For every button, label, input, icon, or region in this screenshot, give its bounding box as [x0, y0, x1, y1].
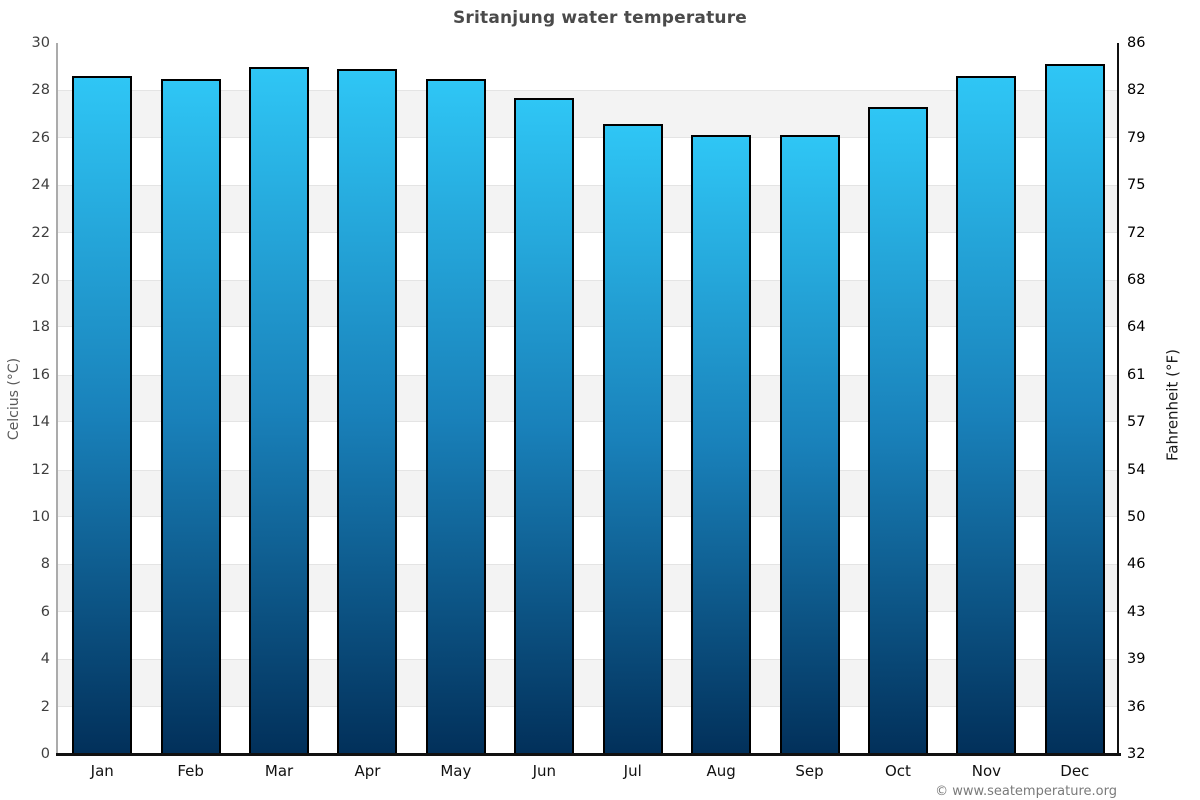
y-tick-right-72: 72	[1127, 224, 1146, 241]
y-tick-left-14: 14	[31, 413, 50, 430]
y-tick-left-2: 2	[40, 698, 50, 715]
x-tick-feb: Feb	[177, 762, 204, 780]
y-tick-right-79: 79	[1127, 129, 1146, 146]
y-tick-left-6: 6	[40, 603, 50, 620]
y-tick-right-75: 75	[1127, 176, 1146, 193]
bar-jul	[602, 123, 663, 754]
bar-feb	[160, 78, 221, 754]
y-tick-left-30: 30	[31, 34, 50, 51]
y-tick-left-4: 4	[40, 650, 50, 667]
y-tick-left-16: 16	[31, 366, 50, 383]
y-tick-right-86: 86	[1127, 34, 1146, 51]
grid-band	[58, 280, 1119, 328]
y-tick-right-32: 32	[1127, 745, 1146, 762]
bar-sep	[779, 135, 840, 754]
x-tick-jun: Jun	[532, 762, 556, 780]
y-axis-line-left	[56, 43, 58, 754]
y-tick-left-12: 12	[31, 461, 50, 478]
bar-dec	[1044, 64, 1105, 754]
y-tick-right-36: 36	[1127, 698, 1146, 715]
x-tick-sep: Sep	[795, 762, 824, 780]
y-tick-right-50: 50	[1127, 508, 1146, 525]
x-tick-mar: Mar	[264, 762, 294, 780]
y-tick-left-24: 24	[31, 176, 50, 193]
bar-may	[425, 78, 486, 754]
y-tick-left-28: 28	[31, 82, 50, 99]
grid-band	[58, 659, 1119, 707]
y-axis-title-celsius: Celcius (°C)	[6, 357, 22, 441]
y-tick-left-26: 26	[31, 129, 50, 146]
x-tick-dec: Dec	[1060, 762, 1090, 780]
x-tick-may: May	[440, 762, 472, 780]
y-axis-title-fahrenheit: Fahrenheit (°F)	[1163, 349, 1182, 461]
chart-title: Sritanjung water temperature	[452, 8, 748, 28]
grid-band	[58, 469, 1119, 517]
grid-band	[58, 564, 1119, 612]
x-tick-jan: Jan	[90, 762, 114, 780]
grid-band	[58, 185, 1119, 233]
bar-jun	[514, 97, 575, 754]
x-tick-nov: Nov	[971, 762, 1001, 780]
y-tick-right-57: 57	[1127, 413, 1146, 430]
grid-band	[58, 374, 1119, 423]
x-tick-jul: Jul	[623, 762, 642, 780]
plot-area	[58, 43, 1119, 754]
copyright-link[interactable]: © www.seatemperature.org	[935, 784, 1117, 799]
y-tick-right-64: 64	[1127, 319, 1146, 336]
x-tick-oct: Oct	[884, 762, 911, 780]
y-tick-right-46: 46	[1127, 556, 1146, 573]
bar-oct	[867, 107, 928, 754]
x-axis-line	[56, 753, 1121, 756]
y-tick-right-82: 82	[1127, 82, 1146, 99]
bar-aug	[691, 135, 752, 754]
y-tick-right-61: 61	[1127, 366, 1146, 383]
bar-nov	[956, 76, 1017, 754]
bar-jan	[72, 76, 133, 754]
x-tick-aug: Aug	[706, 762, 736, 780]
bar-mar	[249, 66, 310, 754]
y-tick-right-68: 68	[1127, 271, 1146, 288]
y-tick-left-8: 8	[40, 556, 50, 573]
y-tick-left-20: 20	[31, 271, 50, 288]
grid-band	[58, 90, 1119, 138]
y-tick-right-54: 54	[1127, 461, 1146, 478]
y-axis-line-right	[1117, 43, 1119, 754]
bar-apr	[337, 69, 398, 754]
y-tick-left-0: 0	[40, 745, 50, 762]
x-tick-apr: Apr	[354, 762, 381, 780]
y-tick-left-18: 18	[31, 319, 50, 336]
y-tick-right-39: 39	[1127, 650, 1146, 667]
y-tick-left-22: 22	[31, 224, 50, 241]
y-tick-right-43: 43	[1127, 603, 1146, 620]
y-tick-left-10: 10	[31, 508, 50, 525]
